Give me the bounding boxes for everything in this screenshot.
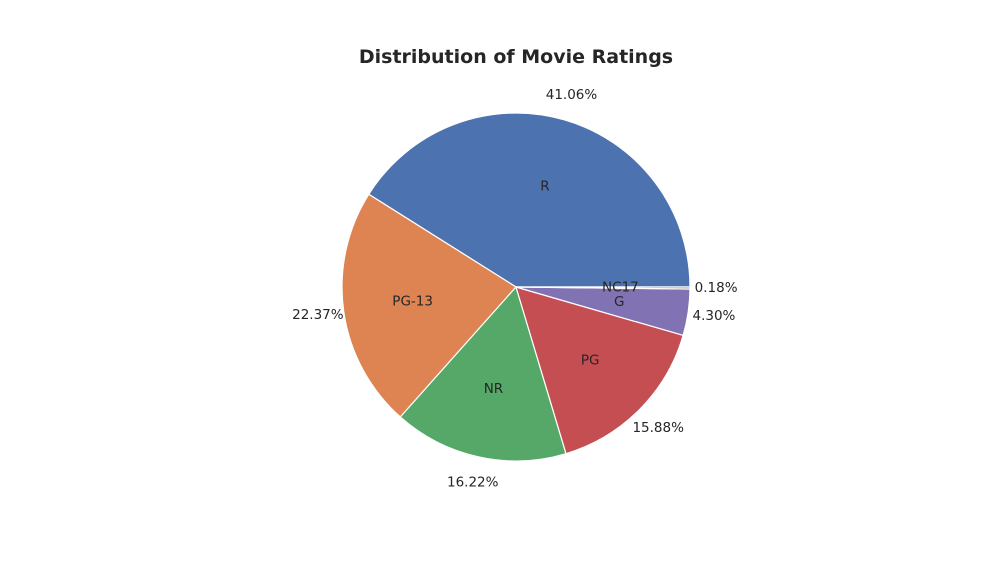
pie-slice-nr (399, 286, 567, 462)
pie-slice-pg (515, 286, 684, 455)
slice-label-nr: NR (484, 381, 503, 397)
slice-label-r: R (540, 179, 549, 195)
pct-label-pg: 15.88% (632, 420, 684, 436)
pct-label-g: 4.30% (693, 308, 736, 324)
pct-label-r: 41.06% (546, 87, 598, 103)
pct-label-pg-13: 22.37% (292, 307, 344, 323)
pie-labels: R 41.06% PG-13 22.37% NR 16.22% PG 15.88% G 4.30%… (292, 87, 738, 491)
chart-title: Distribution of Movie Ratings (359, 46, 673, 68)
pct-label-nr: 16.22% (447, 474, 499, 490)
pct-label-nc17: 0.18% (695, 280, 738, 296)
pie-slice-r (368, 112, 691, 288)
slice-label-g: G (614, 294, 624, 310)
pie-slices (341, 112, 691, 462)
slice-label-pg: PG (581, 352, 600, 368)
slice-label-pg-13: PG-13 (392, 294, 433, 310)
slice-label-nc17: NC17 (602, 280, 639, 296)
pie-slice-pg-13 (341, 193, 517, 418)
pie-slice-nc17 (515, 286, 691, 290)
